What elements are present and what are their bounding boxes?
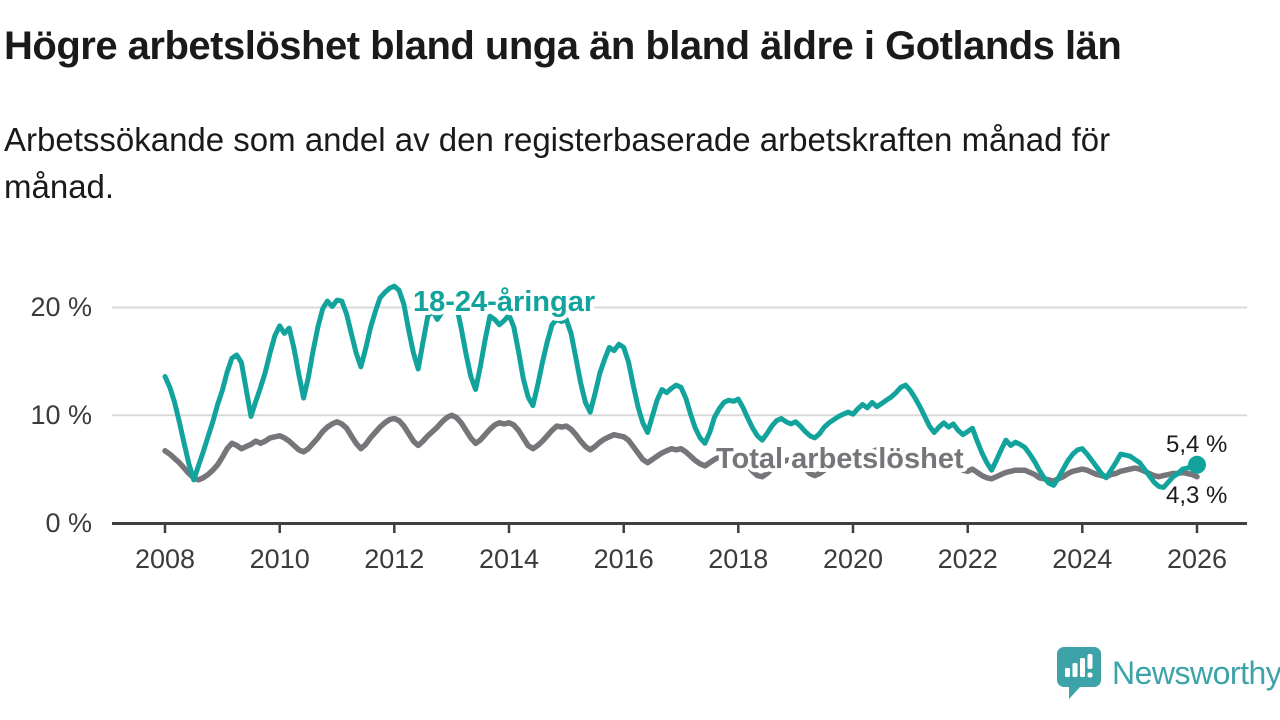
chart-title: Högre arbetslöshet bland unga än bland ä…	[4, 24, 1122, 68]
x-axis-tick-label: 2016	[594, 544, 654, 574]
x-axis-tick-label: 2024	[1052, 544, 1112, 574]
x-axis-tick-label: 2008	[135, 544, 195, 574]
series-label-total: Total arbetslöshet	[716, 443, 964, 475]
x-axis-tick-label: 2014	[479, 544, 539, 574]
series-line-total	[162, 412, 1200, 484]
end-value-label-youth: 5,4 %	[1166, 431, 1227, 458]
end-value-label-total: 4,3 %	[1166, 482, 1227, 509]
bar-chart-speech-bubble-icon	[1057, 647, 1101, 699]
logo-text: Newsworthy	[1112, 654, 1280, 691]
x-axis-tick-label: 2020	[823, 544, 883, 574]
chart-subtitle: Arbetssökande som andel av den registerb…	[4, 121, 1111, 205]
series-label-youth: 18-24-åringar	[413, 286, 595, 318]
series-end-dot	[1188, 455, 1206, 474]
x-axis-tick-label: 2012	[364, 544, 424, 574]
series-line-youth	[162, 283, 1200, 490]
y-axis-tick-label: 10 %	[30, 400, 92, 430]
newsworthy-logo: Newsworthy	[1056, 646, 1280, 700]
x-axis-tick-label: 2010	[250, 544, 310, 574]
x-axis-tick-label: 2022	[938, 544, 998, 574]
y-axis-tick-label: 20 %	[30, 292, 92, 322]
x-axis-tick-label: 2026	[1167, 544, 1227, 574]
x-axis-tick-label: 2018	[708, 544, 768, 574]
y-axis-tick-label: 0 %	[45, 508, 92, 538]
